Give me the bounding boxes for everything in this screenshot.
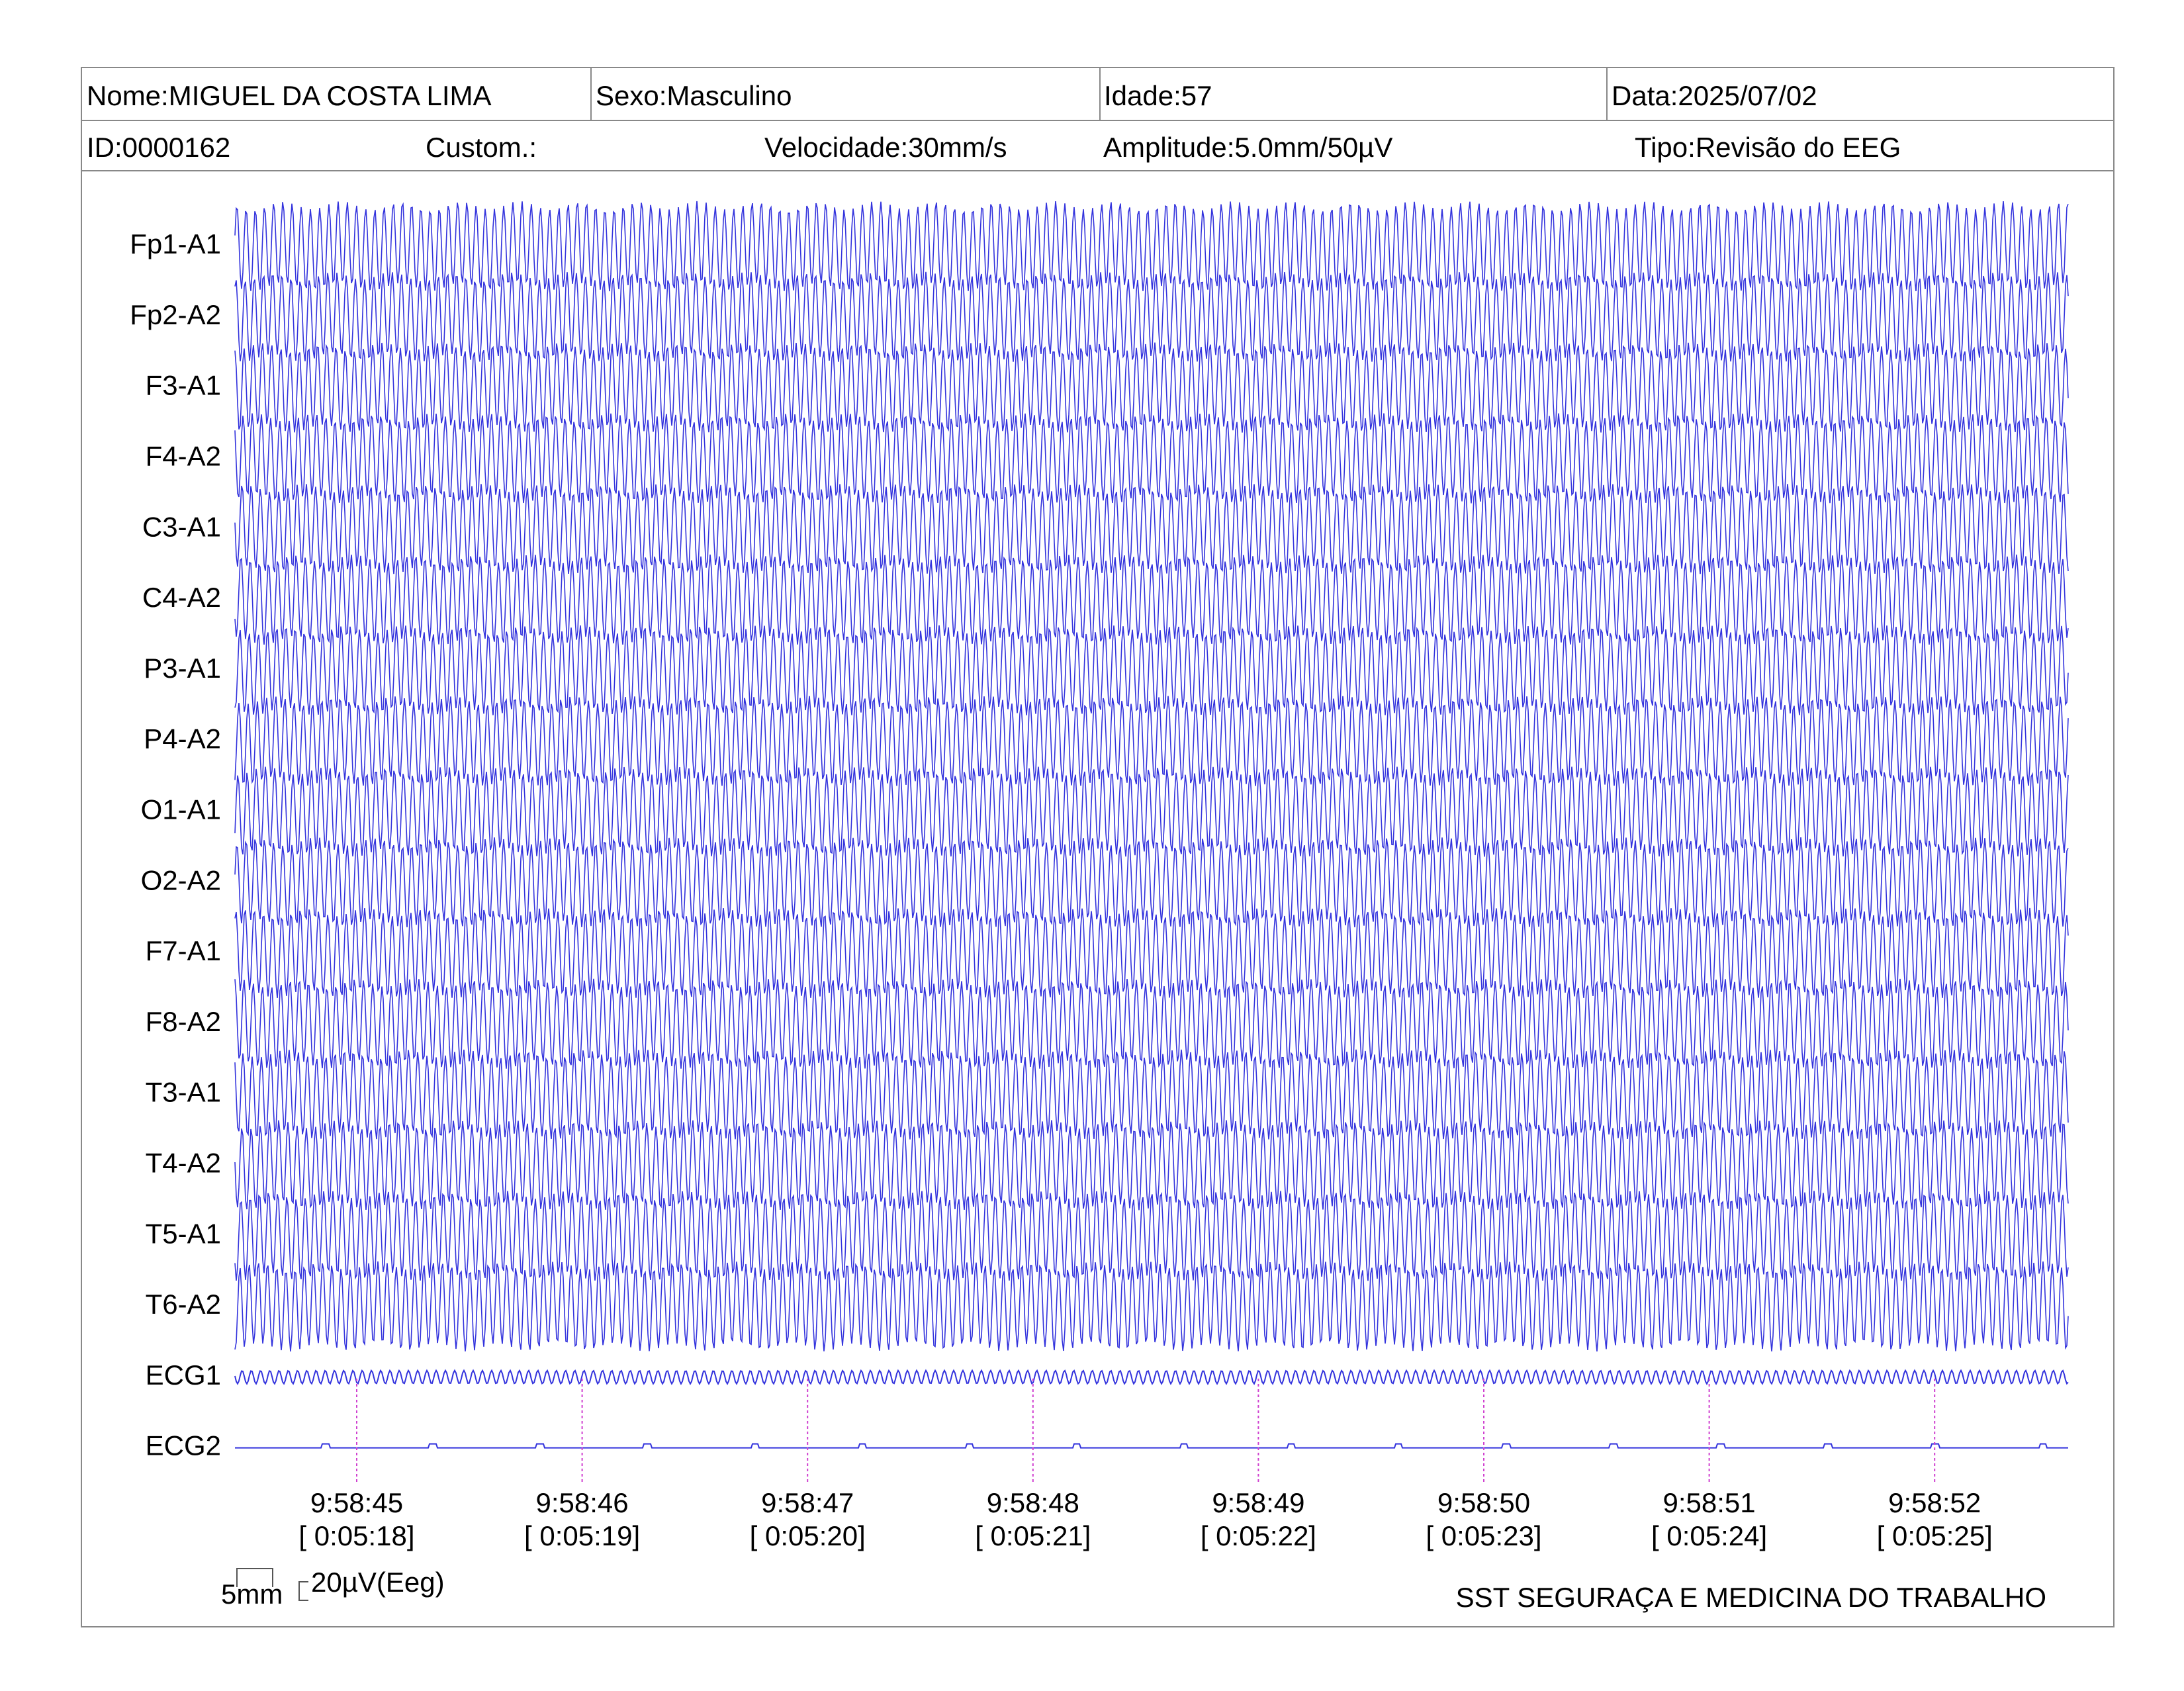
time-clock: 9:58:49 (1212, 1487, 1304, 1518)
channel-label: O2-A2 (141, 864, 221, 895)
waveform (235, 1443, 2068, 1449)
time-clock: 9:58:47 (761, 1487, 854, 1518)
time-clock: 9:58:45 (310, 1487, 403, 1518)
time-clock: 9:58:52 (1888, 1487, 1981, 1518)
waveform (234, 1369, 2069, 1385)
scale-amplitude: 20µV(Eeg) (311, 1567, 445, 1598)
channel-label: T4-A2 (146, 1147, 221, 1178)
waveform (234, 1049, 2069, 1140)
channel-label: C4-A2 (142, 582, 221, 613)
channel-label: T3-A1 (146, 1077, 221, 1108)
waveform (234, 413, 2069, 504)
waveform (234, 342, 2069, 433)
waveform (234, 907, 2069, 998)
waveform (234, 978, 2069, 1069)
header-date: Data:2025/07/02 (1612, 80, 1817, 111)
time-elapsed: [ 0:05:19] (524, 1520, 640, 1551)
waveform (234, 696, 2069, 786)
time-elapsed: [ 0:05:21] (975, 1520, 1091, 1551)
waveform (234, 1120, 2069, 1211)
header-speed: Velocidade:30mm/s (764, 132, 1007, 163)
header-age: Idade:57 (1104, 80, 1212, 111)
waveform (234, 766, 2069, 857)
time-elapsed: [ 0:05:20] (750, 1520, 866, 1551)
scale-bar (298, 1581, 308, 1601)
time-clock: 9:58:50 (1437, 1487, 1530, 1518)
time-clock: 9:58:51 (1663, 1487, 1756, 1518)
header-type: Tipo:Revisão do EEG (1635, 132, 1901, 163)
waveform (234, 625, 2069, 715)
header-amplitude: Amplitude:5.0mm/50µV (1103, 132, 1392, 163)
header-custom: Custom.: (426, 132, 537, 163)
channel-label: P3-A1 (144, 653, 221, 684)
header-name: Nome:MIGUEL DA COSTA LIMA (87, 80, 491, 111)
channel-label: F3-A1 (146, 370, 221, 401)
channel-label: F7-A1 (146, 935, 221, 966)
waveform (234, 1191, 2069, 1281)
scale-time: 5mm (221, 1578, 283, 1610)
time-elapsed: [ 0:05:22] (1201, 1520, 1316, 1551)
waveform (234, 484, 2069, 574)
time-elapsed: [ 0:05:24] (1651, 1520, 1767, 1551)
waveform (234, 201, 2069, 292)
footer: SST SEGURAÇA E MEDICINA DO TRABALHO (1456, 1582, 2046, 1613)
time-clock: 9:58:46 (536, 1487, 629, 1518)
traces (234, 201, 2069, 1449)
channel-label: T6-A2 (146, 1289, 221, 1320)
header-id: ID:0000162 (87, 132, 230, 163)
time-clock: 9:58:48 (987, 1487, 1079, 1518)
channel-label: F4-A2 (146, 440, 221, 471)
channel-label: Fp2-A2 (130, 299, 221, 330)
channel-label: T5-A1 (146, 1218, 221, 1249)
time-elapsed: [ 0:05:18] (298, 1520, 414, 1551)
waveform (234, 837, 2069, 928)
channel-label: ECG2 (146, 1430, 221, 1461)
waveform (234, 271, 2069, 362)
time-elapsed: [ 0:05:25] (1877, 1520, 1993, 1551)
time-elapsed: [ 0:05:23] (1426, 1520, 1541, 1551)
waveform (234, 554, 2069, 645)
frame (81, 67, 2115, 1627)
channel-label: F8-A2 (146, 1006, 221, 1037)
channel-label: ECG1 (146, 1359, 221, 1391)
channel-label: O1-A1 (141, 794, 221, 825)
channel-label: Fp1-A1 (130, 228, 221, 259)
channel-label: P4-A2 (144, 723, 221, 754)
scale-bar (236, 1568, 273, 1587)
channel-label: C3-A1 (142, 511, 221, 542)
waveform (234, 1261, 2069, 1351)
header-sex: Sexo:Masculino (596, 80, 792, 111)
